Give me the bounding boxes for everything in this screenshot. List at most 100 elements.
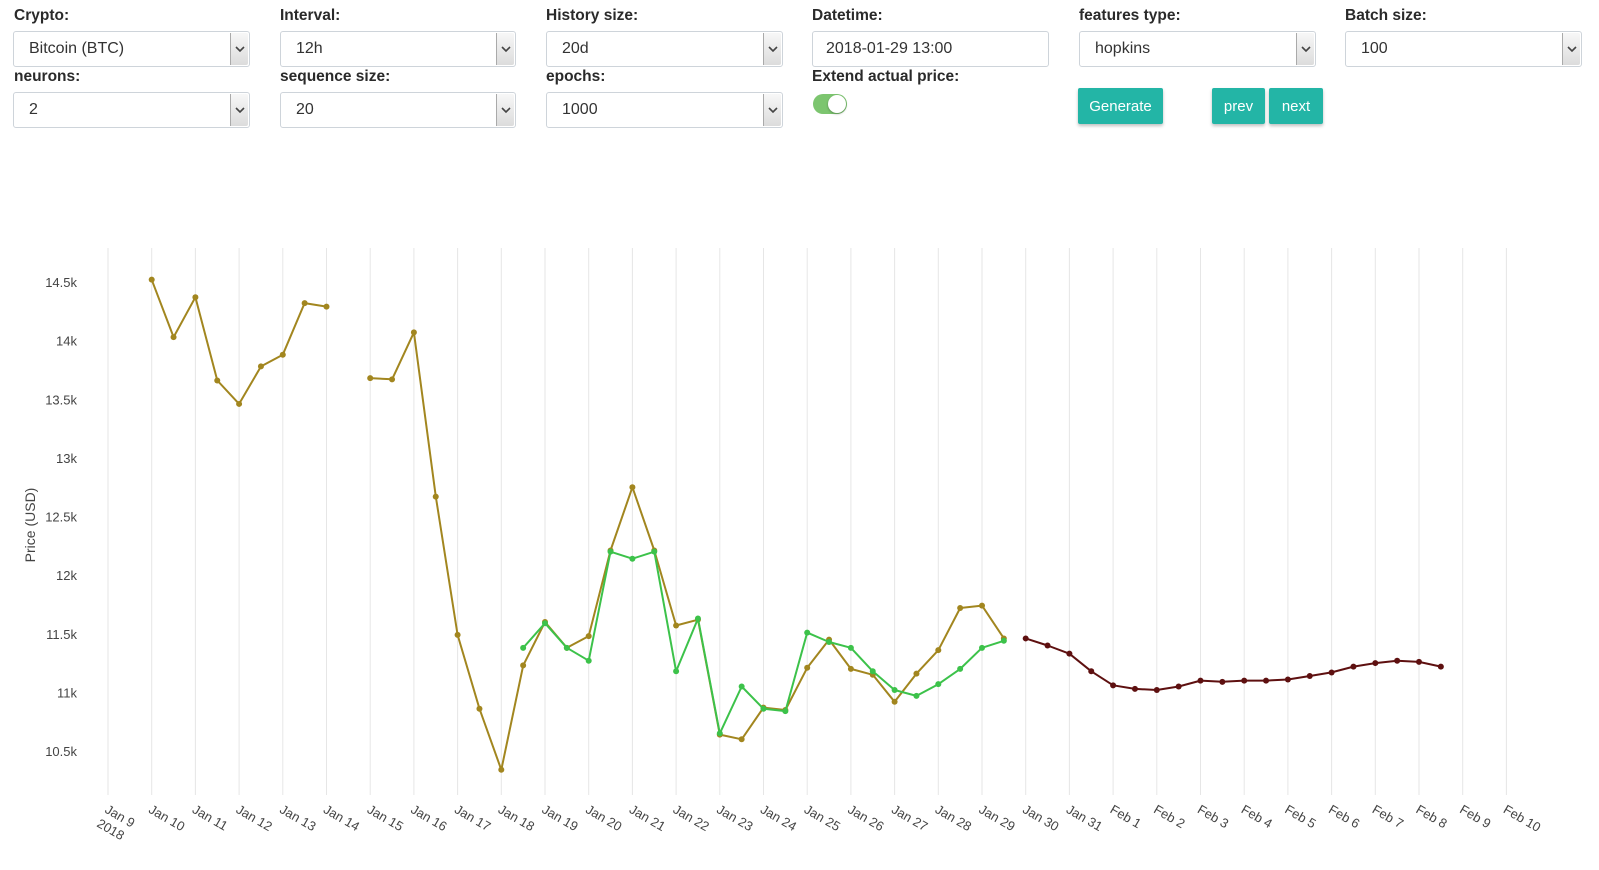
history-size-select[interactable]: 20d: [546, 31, 783, 67]
epochs-select[interactable]: 1000: [546, 92, 783, 128]
x-tick-label: Feb 3: [1195, 802, 1231, 832]
data-point: [1284, 676, 1291, 683]
data-point: [520, 644, 527, 651]
x-tick-label: Jan 29: [977, 802, 1018, 835]
neurons-select[interactable]: 2: [13, 92, 250, 128]
x-tick-sublabel: 2018: [95, 816, 128, 843]
data-point: [410, 329, 417, 336]
x-tick-label: Jan 11: [190, 802, 230, 834]
data-point: [1153, 687, 1160, 694]
x-tick-label: Jan 19: [540, 802, 581, 835]
interval-select[interactable]: 12h: [280, 31, 516, 67]
x-tick-label: Jan 22: [671, 802, 712, 835]
data-point: [1263, 677, 1270, 684]
data-point: [760, 704, 767, 711]
y-tick-label: 11.5k: [46, 627, 77, 642]
data-point: [323, 303, 330, 310]
x-tick-label: Jan 21: [627, 802, 668, 835]
x-tick-label: Jan 31: [1064, 802, 1105, 835]
series-0: [148, 276, 1007, 773]
interval-value: 12h: [296, 40, 323, 57]
y-tick-label: 14.5k: [45, 275, 77, 290]
data-point: [1066, 650, 1073, 657]
data-point: [607, 547, 614, 554]
y-tick-label: 10.5k: [45, 744, 77, 759]
data-point: [629, 484, 636, 491]
data-point: [979, 602, 985, 609]
chevron-down-icon: [1562, 33, 1580, 65]
data-point: [1437, 663, 1444, 670]
data-point: [542, 619, 548, 626]
epochs-value: 1000: [562, 101, 598, 118]
chevron-down-icon: [230, 94, 248, 126]
extend-actual-price-toggle[interactable]: [813, 94, 847, 114]
series-line: [522, 550, 1005, 735]
data-point: [738, 736, 745, 743]
neurons-label: neurons:: [14, 68, 81, 85]
chart-gridlines: [107, 248, 1507, 795]
x-tick-label: Jan 25: [802, 802, 843, 835]
x-tick-label: Jan 18: [496, 802, 537, 835]
chevron-down-icon: [763, 33, 781, 65]
x-tick-label: Jan 10: [146, 802, 187, 835]
x-tick-label: Jan 30: [1020, 802, 1061, 835]
data-point: [826, 638, 833, 645]
data-point: [847, 665, 854, 672]
datetime-input[interactable]: 2018-01-29 13:00: [812, 31, 1049, 67]
sequence-size-select[interactable]: 20: [280, 92, 516, 128]
series-1: [520, 548, 1007, 737]
data-point: [651, 547, 658, 554]
data-point: [1000, 635, 1007, 642]
data-point: [1241, 677, 1248, 684]
data-point: [782, 708, 789, 715]
data-point: [1022, 635, 1029, 642]
data-point: [1394, 657, 1401, 664]
data-point: [935, 681, 942, 688]
data-point: [1044, 642, 1051, 649]
chevron-down-icon: [1296, 33, 1314, 65]
x-tick-label: Feb 1: [1108, 802, 1144, 832]
x-tick-label: Jan 23: [714, 802, 755, 835]
next-button[interactable]: next: [1269, 88, 1323, 124]
data-point: [869, 668, 876, 675]
data-point: [1175, 683, 1182, 690]
data-point: [935, 647, 942, 654]
batch-size-value: 100: [1361, 40, 1388, 57]
data-point: [236, 400, 243, 407]
y-tick-label: 12.5k: [45, 510, 77, 525]
data-point: [673, 622, 680, 629]
data-point: [716, 731, 723, 738]
data-point: [432, 493, 439, 500]
sequence-size-label: sequence size:: [280, 68, 391, 85]
chart-series: [148, 276, 1444, 773]
batch-size-select[interactable]: 100: [1345, 31, 1582, 67]
data-point: [563, 644, 570, 651]
neurons-value: 2: [29, 101, 38, 118]
data-point: [1219, 678, 1226, 685]
crypto-select[interactable]: Bitcoin (BTC): [13, 31, 250, 67]
x-tick-label: Feb 6: [1326, 802, 1362, 832]
data-point: [476, 705, 483, 712]
toggle-knob: [828, 95, 846, 113]
data-point: [891, 687, 898, 694]
x-tick-label: Feb 8: [1414, 802, 1450, 832]
data-point: [804, 629, 811, 636]
data-point: [585, 633, 592, 640]
y-axis-ticks: 10.5k 11k 11.5k 12k 12.5k 13k 13.5k 14k 14.5k: [45, 275, 77, 759]
generate-button[interactable]: Generate: [1078, 88, 1163, 124]
x-tick-label: Jan 17: [452, 802, 493, 835]
y-tick-label: 14k: [56, 334, 77, 349]
series-line: [150, 279, 327, 405]
data-point: [1350, 663, 1357, 670]
features-type-select[interactable]: hopkins: [1079, 31, 1316, 67]
x-tick-label: Jan 20: [583, 802, 624, 835]
prev-button[interactable]: prev: [1212, 88, 1265, 124]
data-point: [694, 616, 701, 623]
data-point: [1328, 669, 1335, 676]
y-tick-label: 11k: [57, 685, 77, 700]
data-point: [148, 276, 155, 283]
x-tick-label: Jan 24: [758, 802, 799, 835]
x-tick-label: Feb 10: [1501, 802, 1544, 835]
x-tick-label: Jan 14: [321, 802, 362, 835]
